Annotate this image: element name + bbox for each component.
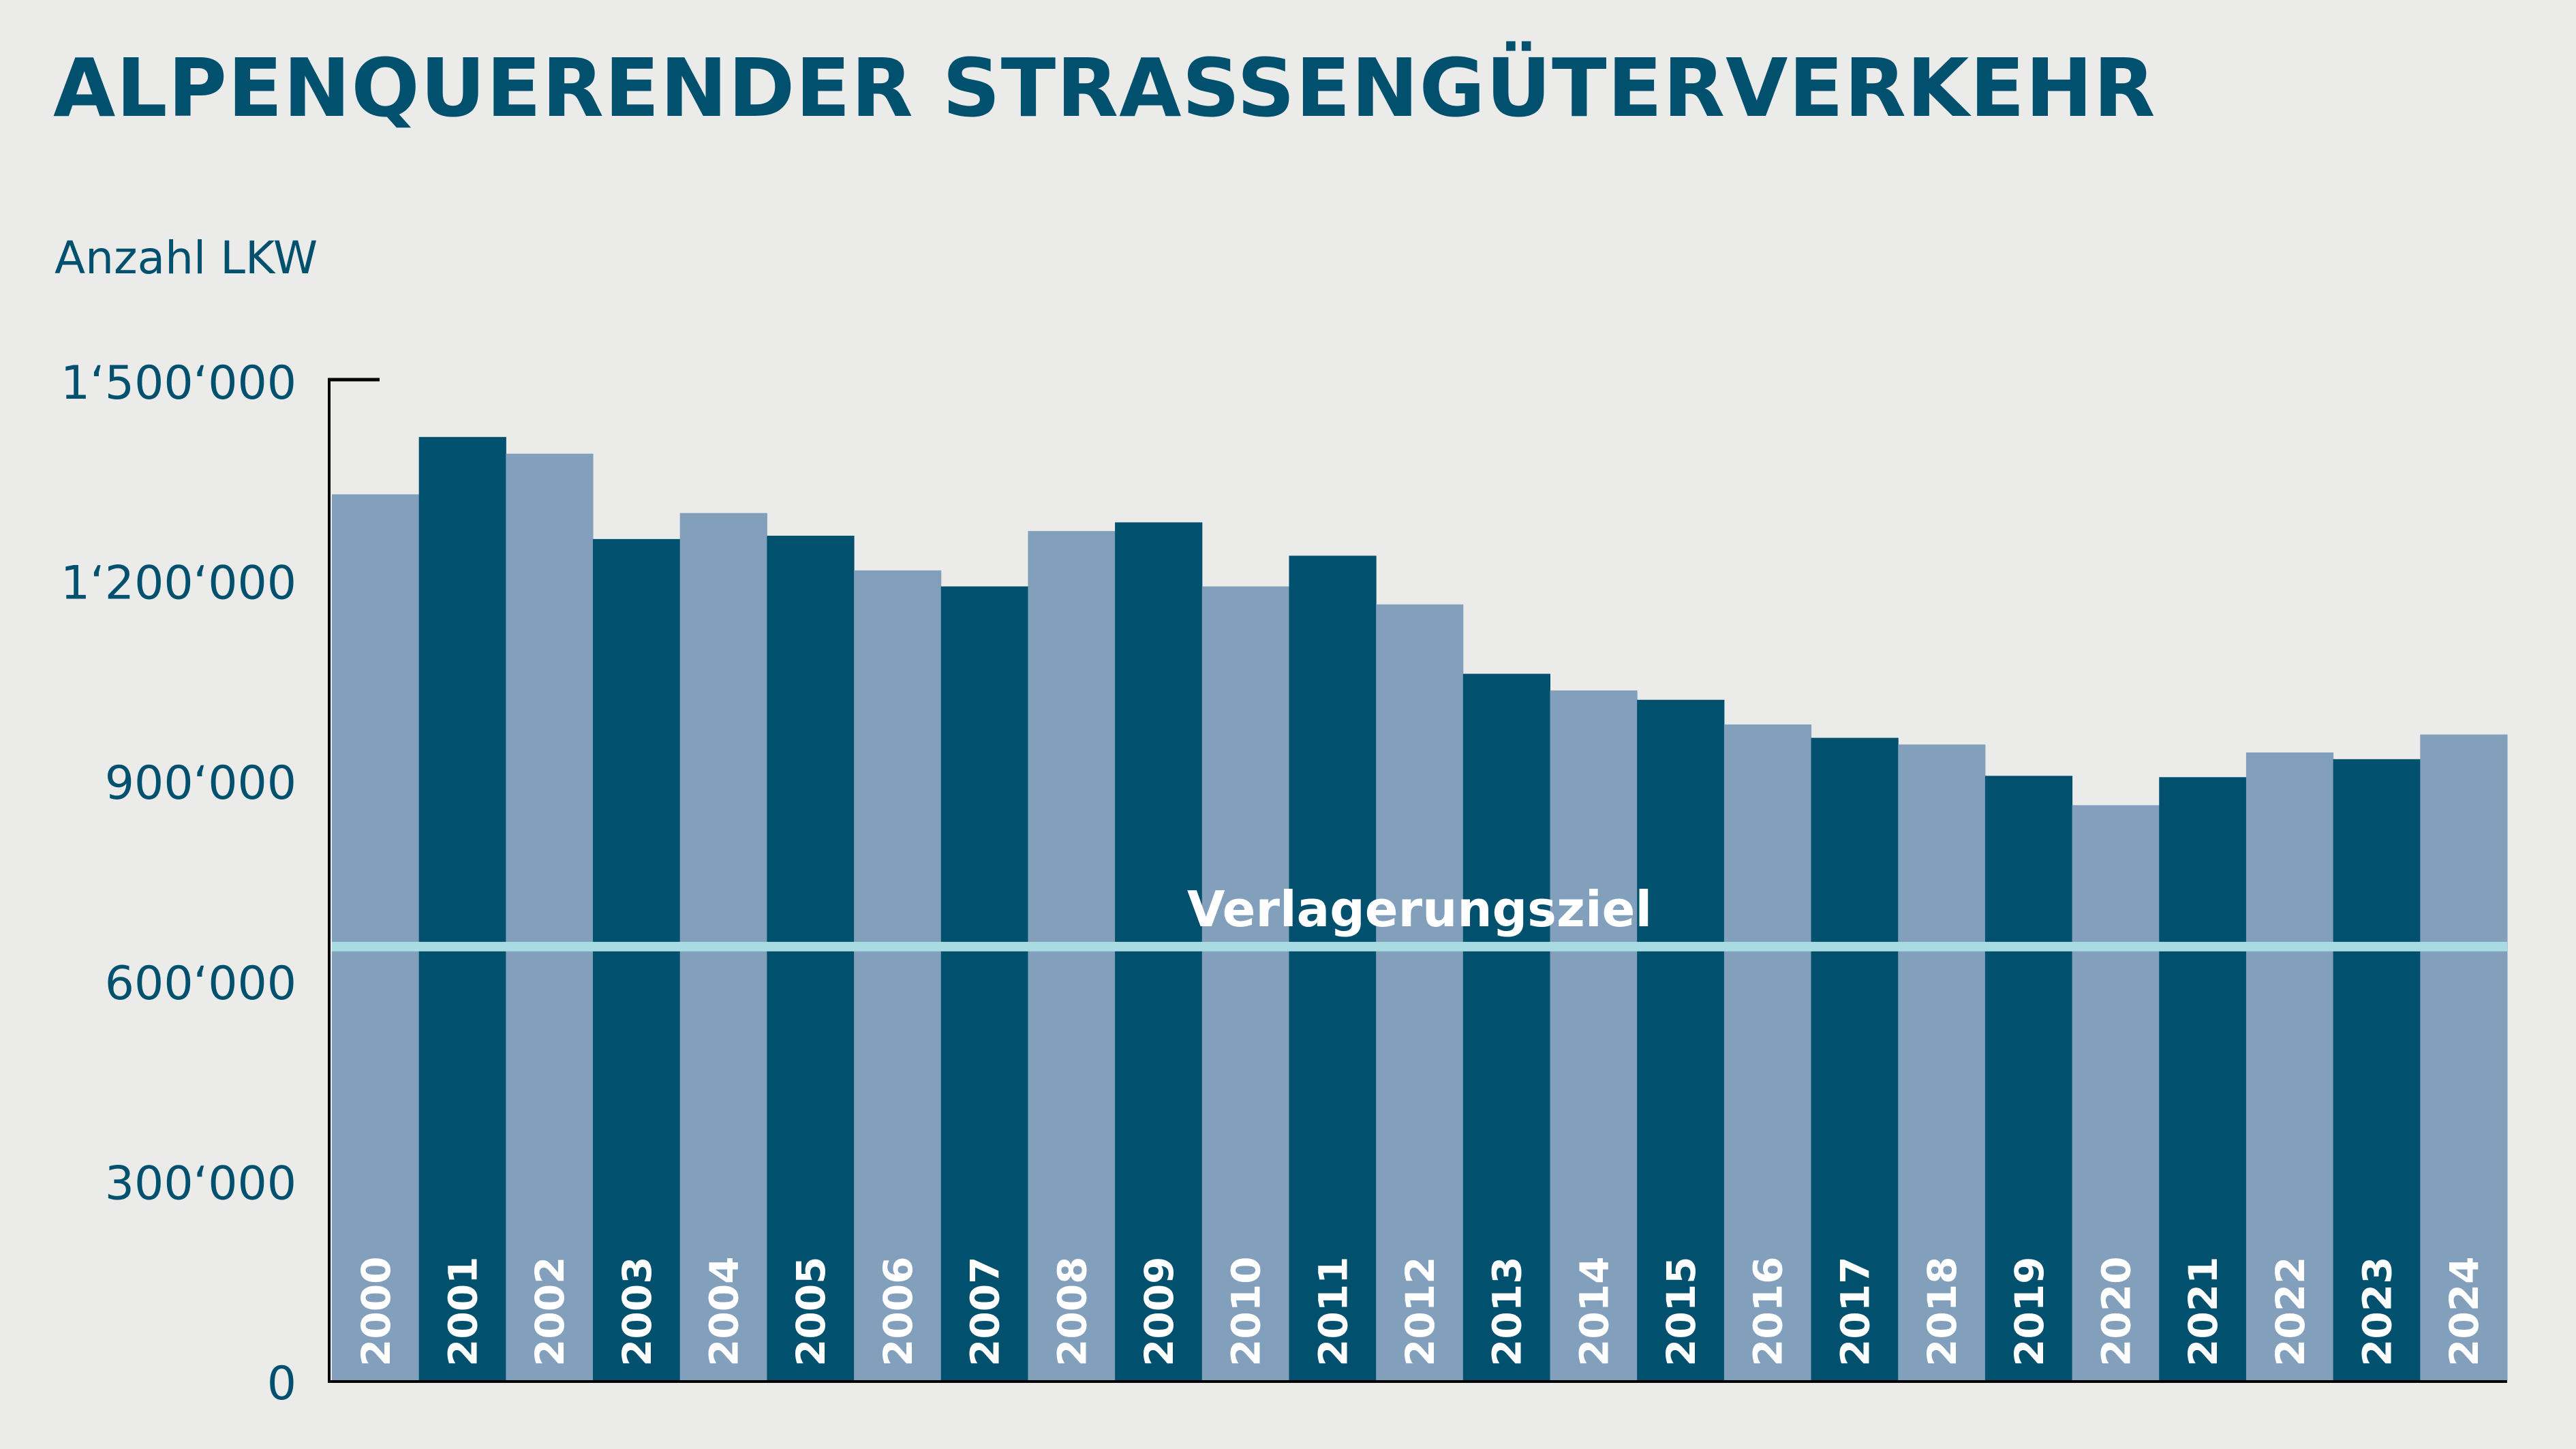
bar-2015 <box>1637 699 1725 1380</box>
year-label-2011: 2011 <box>1310 1257 1356 1367</box>
bar-2012 <box>1376 604 1464 1380</box>
y-axis-label: Anzahl LKW <box>55 232 318 284</box>
year-label-2002: 2002 <box>527 1257 573 1367</box>
year-label-2008: 2008 <box>1049 1257 1095 1367</box>
year-label-2003: 2003 <box>614 1257 660 1367</box>
year-label-2009: 2009 <box>1136 1257 1182 1367</box>
year-label-2001: 2001 <box>440 1257 487 1367</box>
year-label-2022: 2022 <box>2267 1257 2314 1367</box>
bar-2005 <box>767 536 855 1380</box>
year-label-2012: 2012 <box>1397 1257 1443 1367</box>
bar-2018 <box>1898 744 1986 1380</box>
year-label-2014: 2014 <box>1571 1257 1617 1367</box>
bar-2024 <box>2420 734 2508 1380</box>
chart-title: ALPENQUERENDER STRASSENGÜTERVERKEHR <box>53 41 2156 135</box>
bar-2006 <box>854 570 942 1380</box>
bar-2010 <box>1201 586 1289 1380</box>
y-tick-label: 300‘000 <box>105 1157 296 1210</box>
bar-2000 <box>332 494 420 1380</box>
target-line-label: Verlagerungsziel <box>1187 881 1652 938</box>
bar-2008 <box>1028 531 1116 1380</box>
y-tick-label: 0 <box>267 1357 296 1411</box>
year-label-2024: 2024 <box>2441 1257 2487 1367</box>
year-label-2018: 2018 <box>1919 1257 1965 1367</box>
bar-2011 <box>1289 555 1377 1381</box>
year-label-2000: 2000 <box>353 1257 399 1367</box>
bar-2023 <box>2333 759 2421 1380</box>
bar-2016 <box>1723 724 1812 1380</box>
year-label-2004: 2004 <box>701 1257 748 1367</box>
year-label-2019: 2019 <box>2006 1257 2053 1367</box>
year-label-2020: 2020 <box>2093 1257 2139 1367</box>
year-label-2007: 2007 <box>962 1257 1009 1367</box>
bar-2002 <box>506 453 594 1380</box>
bar-2021 <box>2159 777 2247 1380</box>
year-label-2010: 2010 <box>1223 1257 1270 1367</box>
year-label-2015: 2015 <box>1658 1257 1704 1367</box>
y-tick-label: 900‘000 <box>105 757 296 810</box>
year-label-2021: 2021 <box>2180 1257 2226 1367</box>
bar-2020 <box>2072 805 2160 1380</box>
target-line <box>332 941 2507 951</box>
year-label-2023: 2023 <box>2354 1257 2400 1367</box>
bar-2013 <box>1462 673 1551 1380</box>
y-tick-label: 600‘000 <box>105 957 296 1011</box>
bar-2019 <box>1984 776 2073 1380</box>
y-tick-label: 1‘200‘000 <box>61 557 296 611</box>
year-label-2016: 2016 <box>1745 1257 1792 1367</box>
bar-2017 <box>1811 737 1899 1380</box>
year-label-2006: 2006 <box>875 1257 921 1367</box>
bar-2001 <box>418 437 506 1381</box>
bar-2022 <box>2245 752 2334 1380</box>
year-label-2005: 2005 <box>788 1257 834 1367</box>
bar-2003 <box>593 538 681 1380</box>
year-label-2017: 2017 <box>1832 1257 1878 1367</box>
y-tick-label: 1‘500‘000 <box>61 356 296 410</box>
year-label-2013: 2013 <box>1484 1257 1531 1367</box>
bar-2007 <box>940 586 1028 1380</box>
bar-2014 <box>1550 690 1638 1380</box>
